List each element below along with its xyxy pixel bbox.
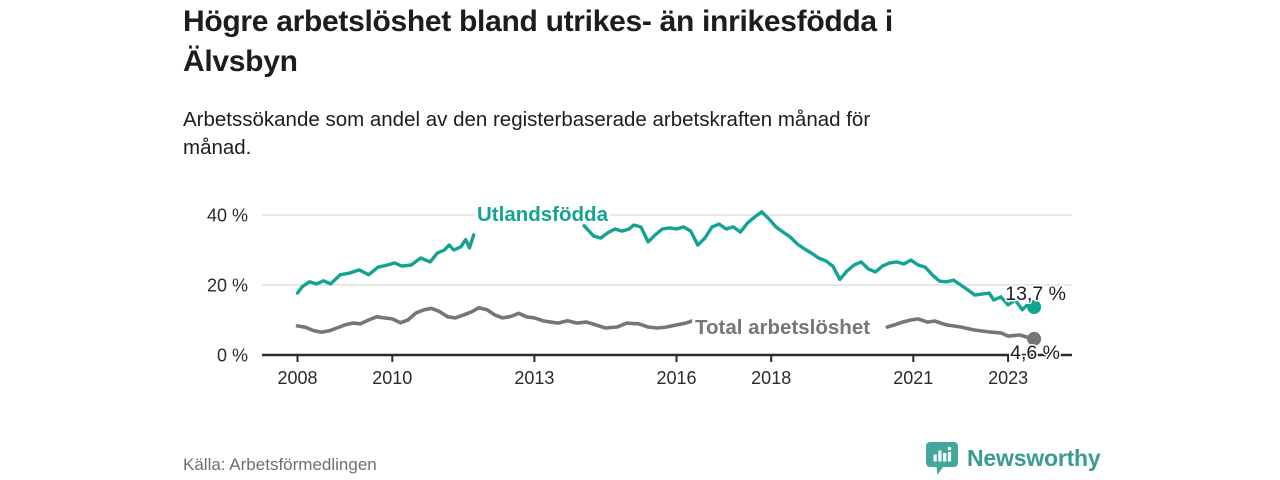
chart-title: Högre arbetslöshet bland utrikes- än inr… [183,5,893,78]
x-tick-label: 2008 [277,368,317,388]
newsworthy-logo: Newsworthy [926,441,1101,476]
x-tick-label: 2010 [372,368,412,388]
x-tick-label: 2016 [656,368,696,388]
newsworthy-wordmark: Newsworthy [967,445,1101,471]
series-label: Total arbetslöshet [695,316,870,339]
series-line-utlandsfodda [582,210,1036,312]
series-label: Utlandsfödda [477,203,609,226]
end-value-label: 13,7 % [1005,283,1066,305]
y-tick-label: 20 % [207,275,248,295]
x-tick-label: 2023 [988,368,1028,388]
source-note: Källa: Arbetsförmedlingen [183,455,377,474]
newsworthy-bubble-chart-icon [926,442,958,475]
series-line-utlandsfodda [295,233,476,295]
end-value-label: 4,6 % [1010,342,1060,364]
series-line-total [295,305,695,334]
y-tick-label: 0 % [217,346,248,366]
series-end-dot [1027,331,1042,346]
series-line-total [885,317,1036,341]
x-tick-label: 2018 [751,368,791,388]
y-tick-label: 40 % [207,205,248,225]
series-end-dot [1027,300,1042,314]
x-tick-label: 2013 [514,368,554,388]
chart-subtitle: Arbetssökande som andel av den registerb… [183,108,871,159]
x-tick-label: 2021 [893,368,933,388]
